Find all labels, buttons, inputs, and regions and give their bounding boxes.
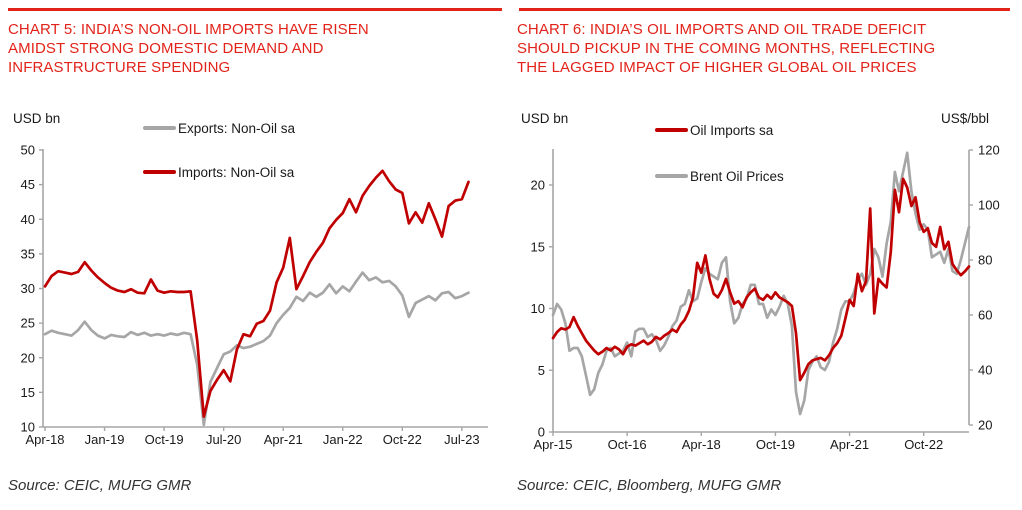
x-axis-tick-label: Jan-22 xyxy=(323,432,363,447)
x-axis-tick-label: Apr-21 xyxy=(830,437,869,452)
chart5-title: CHART 5: INDIA’S NON-OIL IMPORTS HAVE RI… xyxy=(8,20,488,77)
y-axis-right-tick-label: 40 xyxy=(978,363,992,378)
y-axis-left-tick-label: 15 xyxy=(531,239,545,254)
y-axis-left-tick-label: 45 xyxy=(21,177,35,192)
oil-imports-legend-label: Oil Imports sa xyxy=(690,122,774,138)
chart5-y-axis-unit: USD bn xyxy=(13,111,61,126)
y-axis-left-tick-label: 10 xyxy=(531,301,545,316)
chart5-title-line3: INFRASTRUCTURE SPENDING xyxy=(8,59,231,76)
y-axis-right-tick-label: 20 xyxy=(978,418,992,433)
y-axis-right-tick-label: 120 xyxy=(978,143,1000,158)
y-axis-left-tick-label: 50 xyxy=(21,143,35,158)
chart6-left-axis-unit: USD bn xyxy=(521,111,569,126)
chart5-title-line2: AMIDST STRONG DOMESTIC DEMAND AND xyxy=(8,40,324,57)
y-axis-left-tick-label: 40 xyxy=(21,212,35,227)
x-axis-tick-label: Oct-16 xyxy=(608,437,647,452)
x-axis-tick-label: Oct-19 xyxy=(756,437,795,452)
x-axis-tick-label: Oct-22 xyxy=(904,437,943,452)
x-axis-tick-label: Apr-15 xyxy=(533,437,572,452)
chart6-top-rule xyxy=(519,8,1010,11)
y-axis-left-tick-label: 25 xyxy=(21,316,35,331)
chart6-title: CHART 6: INDIA’S OIL IMPORTS AND OIL TRA… xyxy=(517,20,1012,77)
imports-legend-label: Imports: Non-Oil sa xyxy=(178,164,295,180)
y-axis-right-tick-label: 80 xyxy=(978,253,992,268)
imports-non-oil-sa-line xyxy=(43,169,470,418)
brent-oil-prices-line xyxy=(551,151,971,416)
y-axis-left-tick-label: 15 xyxy=(21,385,35,400)
oil-imports-legend-swatch-icon xyxy=(655,128,688,132)
chart6-plot-area: 0 5 10 15 20 20 40 60 80 100 120 Apr-15 Oct-16 Apr-18… xyxy=(531,143,1000,453)
y-axis-left-tick-label: 0 xyxy=(538,425,545,440)
x-axis-tick-label: Apr-18 xyxy=(682,437,721,452)
brent-legend-swatch-icon xyxy=(655,174,688,178)
imports-legend-swatch-icon xyxy=(143,170,176,174)
x-axis-tick-label: Jul-23 xyxy=(444,432,479,447)
x-axis-tick-label: Jan-19 xyxy=(85,432,125,447)
chart5-source: Source: CEIC, MUFG GMR xyxy=(8,477,192,494)
chart6-panel: CHART 6: INDIA’S OIL IMPORTS AND OIL TRA… xyxy=(511,0,1022,510)
exports-legend-label: Exports: Non-Oil sa xyxy=(178,120,296,136)
chart5-panel: CHART 5: INDIA’S NON-OIL IMPORTS HAVE RI… xyxy=(0,0,505,510)
x-axis-tick-label: Jul-20 xyxy=(206,432,241,447)
y-axis-left-tick-label: 5 xyxy=(538,363,545,378)
chart6-source: Source: CEIC, Bloomberg, MUFG GMR xyxy=(517,477,782,494)
x-axis-tick-label: Apr-21 xyxy=(264,432,303,447)
y-axis-left-tick-label: 20 xyxy=(21,350,35,365)
chart6-title-line3: THE LAGGED IMPACT OF HIGHER GLOBAL OIL P… xyxy=(517,59,917,76)
chart6-legend-brent: Brent Oil Prices xyxy=(655,168,784,184)
chart6-legend-oil-imports: Oil Imports sa xyxy=(655,122,774,138)
y-axis-left-tick-label: 10 xyxy=(21,420,35,435)
y-axis-right-tick-label: 100 xyxy=(978,198,1000,213)
y-axis-right-tick-label: 60 xyxy=(978,308,992,323)
x-axis-tick-label: Oct-22 xyxy=(383,432,422,447)
chart6-title-line2: SHOULD PICKUP IN THE COMING MONTHS, REFL… xyxy=(517,40,936,57)
brent-legend-label: Brent Oil Prices xyxy=(690,168,784,184)
exports-legend-swatch-icon xyxy=(143,126,176,130)
y-axis-left-tick-label: 20 xyxy=(531,178,545,193)
chart5-legend-imports: Imports: Non-Oil sa xyxy=(143,164,295,180)
chart5-legend-exports: Exports: Non-Oil sa xyxy=(143,120,296,136)
x-axis-tick-label: Oct-19 xyxy=(145,432,184,447)
chart5-title-line1: CHART 5: INDIA’S NON-OIL IMPORTS HAVE RI… xyxy=(8,21,369,38)
chart6-right-axis-unit: US$/bbl xyxy=(941,111,990,126)
oil-imports-sa-line xyxy=(551,177,971,382)
y-axis-left-tick-label: 35 xyxy=(21,246,35,261)
x-axis-tick-label: Apr-18 xyxy=(25,432,64,447)
y-axis-left-tick-label: 30 xyxy=(21,281,35,296)
chart5-plot-area: 10 15 20 25 30 35 40 45 50 Apr-18 Jan-19 Oct-19 Jul-… xyxy=(21,143,488,447)
chart5-top-rule xyxy=(8,8,502,11)
exports-non-oil-sa-line xyxy=(43,271,470,427)
chart6-title-line1: CHART 6: INDIA’S OIL IMPORTS AND OIL TRA… xyxy=(517,21,927,38)
